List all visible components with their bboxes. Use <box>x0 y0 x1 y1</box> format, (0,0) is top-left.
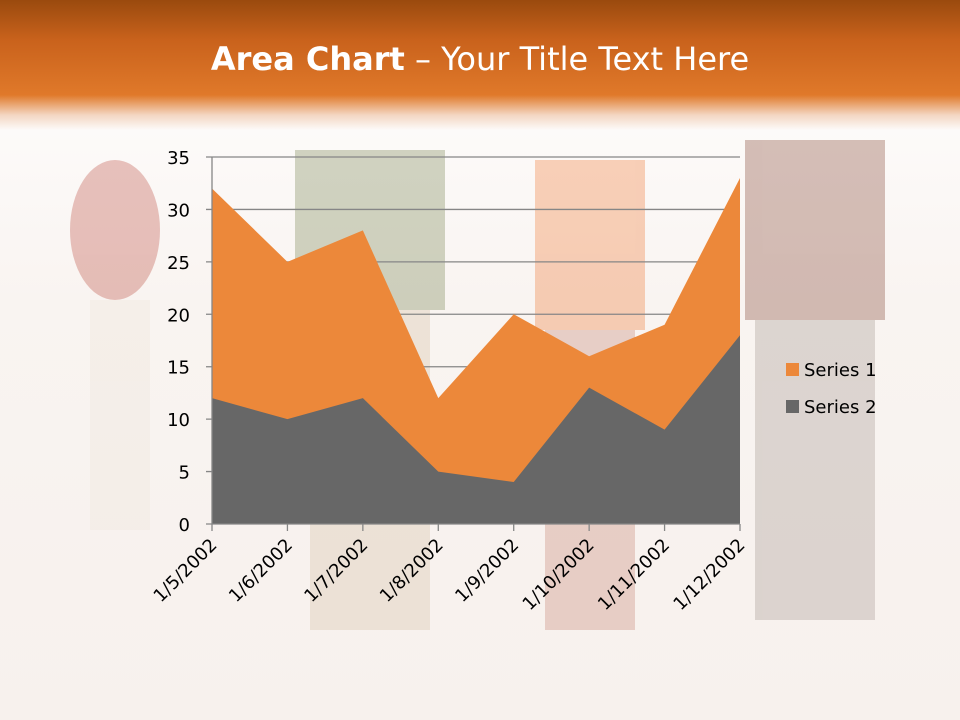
y-tick-label: 15 <box>167 358 190 379</box>
y-tick-label: 10 <box>167 410 190 431</box>
y-tick-label: 35 <box>167 148 190 169</box>
legend-swatch <box>786 400 799 413</box>
x-tick-label: 1/7/2002 <box>300 535 372 607</box>
x-tick-label: 1/5/2002 <box>150 535 222 607</box>
y-tick-label: 20 <box>167 305 190 326</box>
x-tick-label: 1/9/2002 <box>451 535 523 607</box>
legend-label: Series 1 <box>804 360 877 381</box>
title-rest: – Your Title Text Here <box>404 40 750 78</box>
legend-label: Series 2 <box>804 397 877 418</box>
y-tick-label: 0 <box>179 515 190 536</box>
title-bar <box>0 0 960 130</box>
y-tick-label: 25 <box>167 253 190 274</box>
x-tick-label: 1/6/2002 <box>225 535 297 607</box>
slide-title: Area Chart – Your Title Text Here <box>0 40 960 78</box>
x-tick-label: 1/11/2002 <box>594 535 674 615</box>
x-tick-label: 1/8/2002 <box>376 535 448 607</box>
y-tick-label: 30 <box>167 200 190 221</box>
x-tick-label: 1/12/2002 <box>669 535 749 615</box>
y-tick-label: 5 <box>179 463 190 484</box>
title-bold: Area Chart <box>210 40 405 78</box>
legend-swatch <box>786 363 799 376</box>
x-tick-label: 1/10/2002 <box>519 535 599 615</box>
area-series-2 <box>212 335 740 524</box>
